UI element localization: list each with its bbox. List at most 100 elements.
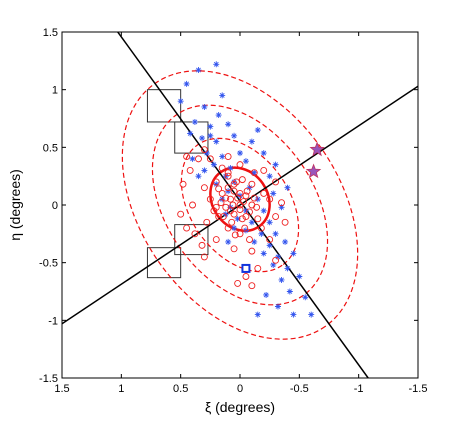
asterisk-point xyxy=(177,98,184,105)
asterisk-point xyxy=(203,150,210,157)
asterisk-point xyxy=(266,173,273,180)
circle-point xyxy=(219,213,227,220)
asterisk-point xyxy=(248,138,255,145)
circle-point xyxy=(243,187,251,195)
circle-point xyxy=(206,195,214,203)
asterisk-point xyxy=(231,132,238,139)
asterisk-point xyxy=(191,118,198,125)
circle-point xyxy=(222,203,230,211)
circle-point xyxy=(183,224,191,232)
square-marker xyxy=(241,263,251,273)
tick-layer: 1.5 1 0.5 0 -0.5 -1 -1.51.510.50-0.5-1-1.5 xyxy=(39,27,427,395)
circle-point xyxy=(212,203,220,211)
circle-point xyxy=(200,184,208,192)
asterisk-point xyxy=(201,167,208,174)
asterisk-point xyxy=(207,132,214,139)
circle-point xyxy=(215,185,223,193)
circle-point xyxy=(236,161,244,169)
asterisk-point xyxy=(284,265,291,272)
circle-point xyxy=(200,146,208,154)
asterisk-point xyxy=(227,165,234,172)
y-tick-label: 0 xyxy=(52,200,58,212)
asterisk-point xyxy=(251,169,258,176)
circle-point xyxy=(236,190,244,197)
asterisk-point xyxy=(234,215,241,222)
asterisk-point xyxy=(225,188,232,195)
circle-point xyxy=(246,236,253,244)
circle-point xyxy=(189,201,196,209)
circle-point xyxy=(238,176,246,184)
x-tick-label: -1.5 xyxy=(409,383,428,395)
circle-point xyxy=(250,194,258,202)
circle-point xyxy=(257,224,265,232)
asterisk-point xyxy=(222,173,229,180)
circle-point xyxy=(266,195,274,203)
asterisk-point xyxy=(254,127,261,134)
circle-point xyxy=(227,207,234,215)
circle-point xyxy=(198,241,206,249)
circle-point xyxy=(272,213,280,220)
circle-point xyxy=(242,213,250,220)
region-box xyxy=(146,89,182,123)
circle-point xyxy=(260,190,268,197)
circle-point xyxy=(230,245,238,253)
asterisk-point xyxy=(237,150,243,157)
circle-point xyxy=(236,201,244,209)
x-tick-label: -1 xyxy=(354,383,364,395)
circle-point xyxy=(240,198,248,205)
ellipse-dashed xyxy=(180,137,300,273)
asterisk-point xyxy=(290,311,297,318)
x-tick-label: -0.5 xyxy=(290,383,309,395)
circle-point xyxy=(228,218,236,226)
y-tick-label: 1.5 xyxy=(43,27,58,39)
circle-point xyxy=(177,210,185,218)
asterisk-point xyxy=(195,67,202,74)
asterisk-point xyxy=(213,181,220,188)
x-tick-label: 0.5 xyxy=(173,383,188,395)
circle-point xyxy=(191,230,199,238)
circle-point xyxy=(248,282,256,290)
asterisk-point xyxy=(242,227,249,234)
asterisk-point xyxy=(266,219,273,226)
circle-point xyxy=(281,218,289,226)
asterisk-point xyxy=(308,311,315,318)
asterisk-point xyxy=(274,253,281,260)
asterisk-point xyxy=(189,155,196,162)
asterisk-point xyxy=(254,311,261,318)
asterisk-point xyxy=(274,303,281,310)
x-tick-label: 0 xyxy=(237,383,243,395)
circle-point xyxy=(232,178,240,186)
circle-point xyxy=(203,218,211,226)
circle-point xyxy=(278,199,285,207)
circle-point xyxy=(186,166,194,174)
asterisk-point xyxy=(231,178,238,185)
circle-point xyxy=(246,208,253,216)
star-marker xyxy=(309,141,325,157)
circle-point xyxy=(224,153,232,161)
circle-point xyxy=(253,203,261,211)
marker-layer xyxy=(241,141,325,273)
circle-point xyxy=(227,195,234,203)
circle-point xyxy=(248,247,256,255)
asterisk-point xyxy=(258,230,265,237)
asterisk-point xyxy=(210,161,217,168)
asterisk-point xyxy=(263,291,270,298)
circle-point xyxy=(217,199,225,207)
circle-point xyxy=(224,184,232,192)
asterisk-point xyxy=(260,250,267,257)
axis-line xyxy=(62,85,418,325)
circle-point xyxy=(222,194,230,202)
circle-point xyxy=(260,166,268,174)
asterisk-point xyxy=(242,207,249,214)
asterisk-point xyxy=(278,204,285,211)
y-tick-label: 1 xyxy=(52,85,58,97)
asterisk-point xyxy=(254,196,261,203)
asterisk-point xyxy=(270,190,277,197)
asterisk-point xyxy=(242,158,249,165)
circle-point xyxy=(179,180,187,188)
asterisk-point xyxy=(296,273,303,280)
circle-point xyxy=(195,155,202,163)
asterisk-point xyxy=(207,123,214,130)
asterisk-point xyxy=(219,92,226,99)
